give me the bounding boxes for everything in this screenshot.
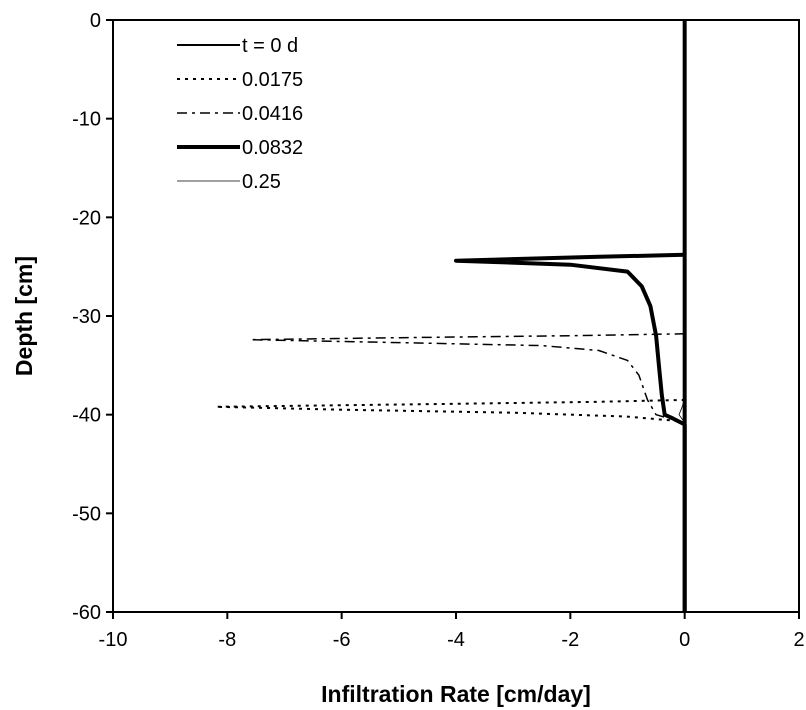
series-line-2 (249, 333, 686, 612)
y-tick-label: -40 (72, 405, 101, 427)
x-tick-label: -10 (99, 629, 128, 651)
series-line-3 (454, 252, 687, 612)
y-tick-label: -30 (72, 306, 101, 328)
y-axis-title: Depth [cm] (11, 256, 37, 376)
x-tick-label: -2 (561, 629, 579, 651)
y-tick-label: -10 (72, 109, 101, 131)
y-tick-label: -50 (72, 503, 101, 525)
legend-label-1: 0.0175 (242, 69, 303, 91)
x-axis-title: Infiltration Rate [cm/day] (321, 681, 591, 707)
x-tick-label: -6 (333, 629, 351, 651)
y-tick-label: 0 (90, 10, 101, 32)
legend-label-4: 0.25 (242, 171, 281, 193)
series-layer (214, 20, 687, 612)
series-line-1 (214, 398, 686, 612)
x-tick-label: -8 (218, 629, 236, 651)
x-tick-label: 2 (793, 629, 804, 651)
legend-label-2: 0.0416 (242, 103, 303, 125)
plot-frame (112, 19, 800, 613)
y-axis: 0 -10 -20 -30 -40 -50 -60 (72, 10, 113, 624)
x-tick-label: 0 (679, 629, 690, 651)
legend-label-3: 0.0832 (242, 137, 303, 159)
legend: t = 0 d 0.0175 0.0416 0.0832 0.25 (177, 35, 303, 193)
x-tick-label: -4 (447, 629, 465, 651)
y-tick-label: -60 (72, 602, 101, 624)
y-tick-label: -20 (72, 207, 101, 229)
plot-area (112, 19, 800, 613)
legend-label-0: t = 0 d (242, 35, 298, 57)
x-axis: -10 -8 -6 -4 -2 0 2 (99, 612, 805, 651)
series-line-4 (678, 398, 686, 612)
